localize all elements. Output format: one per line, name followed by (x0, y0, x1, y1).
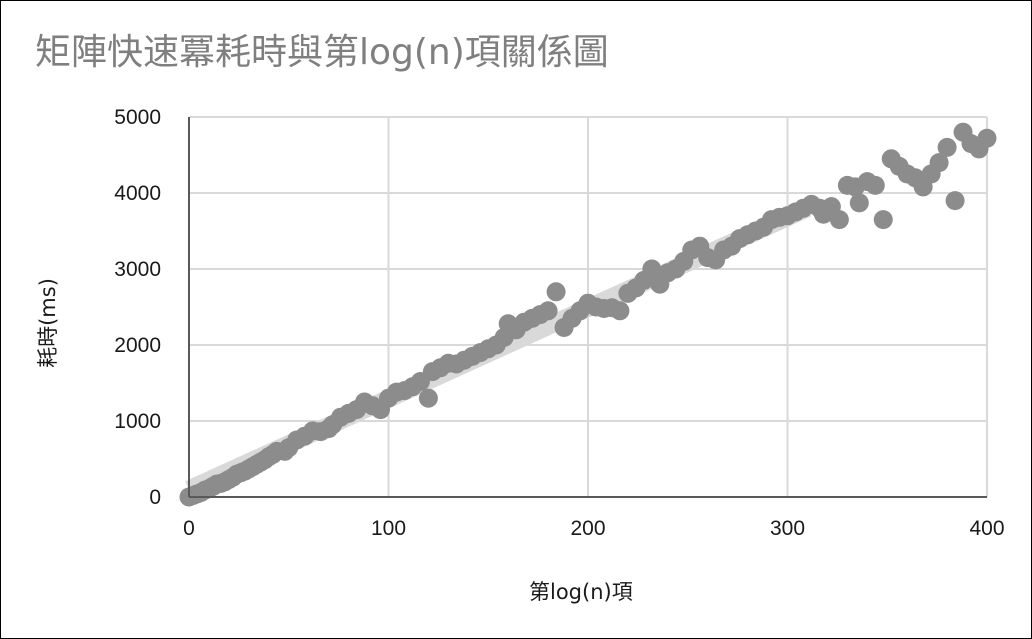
data-point (546, 282, 566, 302)
data-point (945, 191, 965, 211)
x-tick-label: 400 (969, 517, 1004, 540)
y-axis-title: 耗時(ms) (36, 278, 60, 368)
data-point (642, 259, 662, 279)
x-tick-label: 200 (570, 517, 605, 540)
chart-title: 矩陣快速冪耗時與第log(n)項關係圖 (35, 32, 609, 73)
y-tick-label: 1000 (114, 410, 161, 433)
data-point (937, 137, 957, 157)
x-tick-label: 0 (183, 517, 195, 540)
data-point (829, 210, 849, 230)
data-point (610, 301, 630, 321)
data-point (977, 128, 997, 148)
x-tick-label: 300 (770, 517, 805, 540)
x-tick-label: 100 (371, 517, 406, 540)
axes (188, 117, 987, 498)
y-tick-label: 0 (149, 486, 161, 509)
y-tick-label: 3000 (114, 258, 161, 281)
y-tick-label: 4000 (114, 182, 161, 205)
data-point (873, 210, 893, 230)
y-tick-label: 2000 (114, 334, 161, 357)
y-tick-label: 5000 (114, 106, 161, 129)
data-point (929, 153, 949, 173)
data-points (179, 122, 997, 507)
data-point (865, 175, 885, 195)
x-axis-title: 第log(n)項 (529, 580, 633, 604)
data-point (849, 193, 869, 213)
data-point (418, 388, 438, 408)
data-point (538, 301, 558, 321)
tick-labels: 0 1000 2000 3000 4000 5000 0 100 200 300 400 (114, 106, 1004, 540)
